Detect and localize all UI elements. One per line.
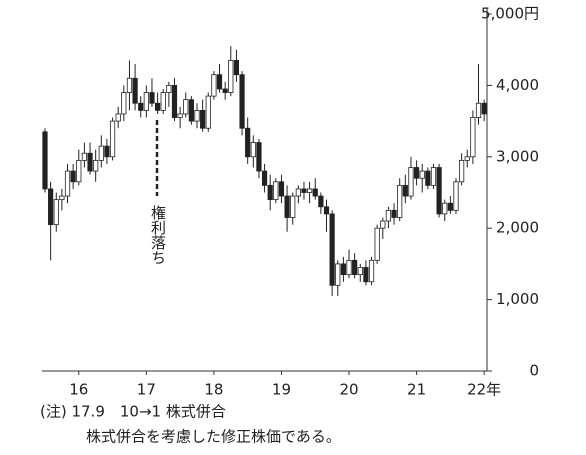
candle-body <box>59 195 65 201</box>
candle-body <box>323 206 330 215</box>
y-tick-label: 2,000 <box>496 219 539 237</box>
candle-body <box>160 92 166 111</box>
candle-body <box>70 170 76 183</box>
candle-body <box>408 167 414 197</box>
x-tick-label: 19 <box>272 381 291 399</box>
candle-body <box>183 99 189 115</box>
candle-body <box>436 167 442 215</box>
candle-body <box>464 156 470 161</box>
candle-body <box>442 202 448 215</box>
candle-body <box>385 209 392 222</box>
candle-body <box>216 74 223 90</box>
y-tick-label: 1,000 <box>496 290 539 308</box>
candle-body <box>430 167 437 186</box>
candle-body <box>48 188 54 226</box>
candle-body <box>171 85 178 118</box>
candle-body <box>363 267 369 283</box>
x-tick-label: 22年 <box>467 381 501 399</box>
candle-body <box>447 202 453 211</box>
candle-body <box>87 152 93 172</box>
candle-body <box>98 145 104 161</box>
x-tick-label: 16 <box>69 381 88 399</box>
x-tick-label: 17 <box>137 381 156 399</box>
candle-body <box>352 259 358 276</box>
candle-body <box>312 188 318 197</box>
candle-body <box>329 213 335 286</box>
note: (注) 17.9 10→1 株式併合 <box>40 403 226 421</box>
candle-body <box>374 227 380 261</box>
candle-body <box>154 102 161 111</box>
candle-body <box>149 92 155 104</box>
candle-body <box>368 259 375 283</box>
candle-body <box>397 184 403 218</box>
note: 株式併合を考慮した修正株価である。 <box>86 428 341 446</box>
candle-body <box>453 181 459 211</box>
candle-body <box>239 74 245 129</box>
candle-body <box>340 263 346 276</box>
candle-body <box>245 127 251 158</box>
candle-body <box>64 170 71 197</box>
candle-body <box>335 263 341 286</box>
y-tick-label: 5,000円 <box>481 5 539 23</box>
x-tick-label: 20 <box>339 381 358 399</box>
candle-body <box>222 88 228 93</box>
candle-body <box>138 102 144 111</box>
candle-body <box>346 259 352 276</box>
candle-body <box>250 142 256 158</box>
candle-body <box>121 92 127 115</box>
candle-body <box>256 142 262 172</box>
y-tick-label: 0 <box>529 362 539 380</box>
candle-body <box>228 60 234 93</box>
candle-body <box>166 85 172 93</box>
candle-body <box>278 181 285 197</box>
candle-body <box>53 199 59 226</box>
candle-body <box>126 77 133 93</box>
candle-body <box>413 167 420 179</box>
candle-body <box>177 113 183 118</box>
candle-body <box>284 195 290 218</box>
candle-body <box>295 188 301 197</box>
candle-body <box>233 60 240 76</box>
candle-body <box>475 102 482 118</box>
candle-body <box>76 159 82 183</box>
candle-body <box>318 195 324 208</box>
candle-body <box>211 74 217 97</box>
candle-body <box>104 145 110 158</box>
candle-body <box>419 170 425 179</box>
candle-body <box>307 188 313 193</box>
candle-body <box>301 188 307 193</box>
candle-body <box>273 181 279 201</box>
candle-body <box>402 184 408 197</box>
candle-body <box>459 159 465 183</box>
candle-body <box>115 113 121 122</box>
x-tick-label: 18 <box>204 381 223 399</box>
candle-body <box>267 184 273 201</box>
y-tick-label: 4,000 <box>496 76 539 94</box>
candle-body <box>481 102 487 115</box>
candle-body <box>132 77 138 104</box>
candle-body <box>81 152 88 161</box>
candle-body <box>357 267 363 276</box>
candle-body <box>290 195 296 218</box>
candle-body <box>261 170 268 186</box>
candle-body <box>391 209 397 218</box>
candle-body <box>205 95 211 129</box>
candle-body <box>188 99 194 122</box>
candle-body <box>42 131 48 190</box>
candle-body <box>380 220 386 229</box>
candle-body <box>425 170 431 186</box>
candle-body <box>194 109 200 122</box>
candle-body <box>200 109 206 129</box>
x-tick-label: 21 <box>407 381 426 399</box>
annotation: 権利落ち <box>149 205 167 265</box>
candle-body <box>109 120 116 158</box>
candle-body <box>470 117 476 158</box>
candle-body <box>93 159 99 172</box>
candle-body <box>143 92 149 111</box>
y-tick-label: 3,000 <box>496 147 539 165</box>
